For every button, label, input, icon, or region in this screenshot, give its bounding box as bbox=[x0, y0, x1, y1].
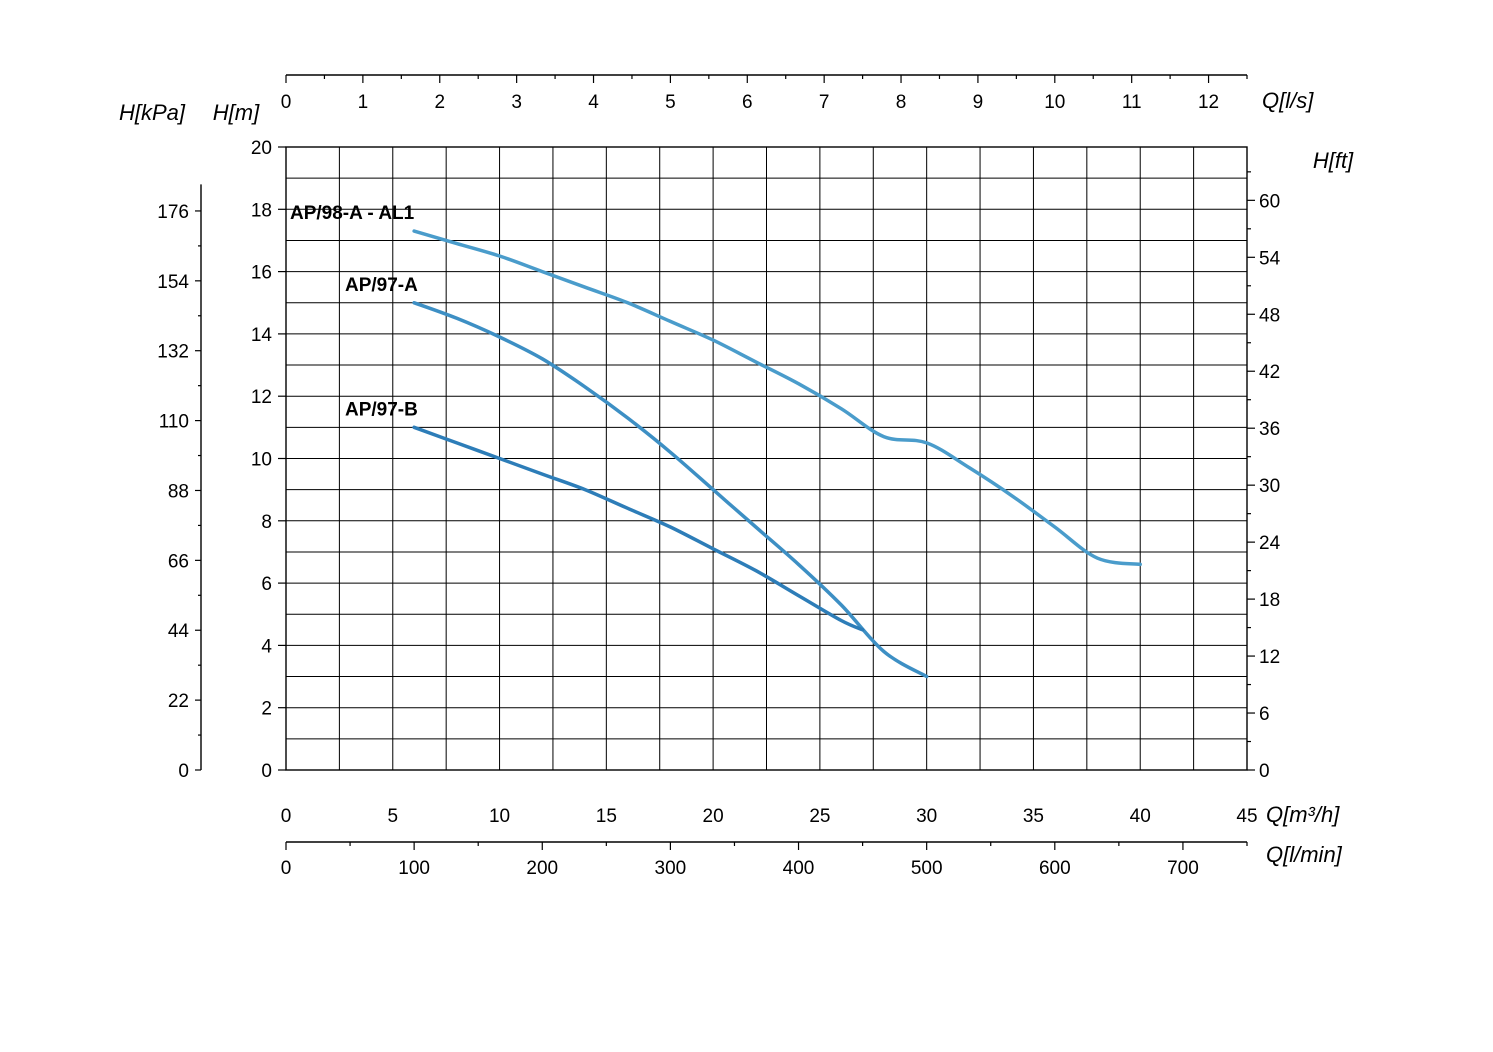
y-m-tick-label: 16 bbox=[251, 263, 272, 284]
series-line-1 bbox=[412, 229, 1142, 567]
y-kpa-tick-label: 176 bbox=[157, 202, 189, 223]
series-line-3 bbox=[412, 425, 865, 632]
y-m-tick-label: 6 bbox=[261, 574, 272, 595]
x-lmin-tick-label: 600 bbox=[1039, 858, 1071, 879]
y-ft-tick-label: 12 bbox=[1259, 647, 1280, 668]
x-ls-tick-label: 4 bbox=[588, 92, 599, 113]
x-m3h-tick-label: 35 bbox=[1023, 806, 1044, 827]
x-m3h-tick-label: 20 bbox=[703, 806, 724, 827]
y-ft-tick-label: 36 bbox=[1259, 419, 1280, 440]
y-ft-tick-label: 54 bbox=[1259, 248, 1281, 269]
y-ft-tick-label: 60 bbox=[1259, 191, 1280, 212]
x-lmin-tick-label: 0 bbox=[281, 858, 292, 879]
axes: 0246810121416182002244668811013215417606… bbox=[157, 74, 1281, 879]
x-ls-tick-label: 10 bbox=[1044, 92, 1065, 113]
y-ft-tick-label: 24 bbox=[1259, 533, 1281, 554]
x-ls-tick-label: 5 bbox=[665, 92, 676, 113]
y-ft-tick-label: 6 bbox=[1259, 704, 1270, 725]
x-ls-tick-label: 7 bbox=[819, 92, 830, 113]
x-lmin-tick-label: 400 bbox=[783, 858, 815, 879]
y-kpa-tick-label: 88 bbox=[168, 481, 189, 502]
series-line-2 bbox=[412, 301, 929, 679]
series-label-2: AP/97-A bbox=[345, 275, 418, 296]
x-ls-tick-label: 8 bbox=[896, 92, 907, 113]
x-lmin-tick-label: 700 bbox=[1167, 858, 1199, 879]
x-lmin-tick-label: 300 bbox=[655, 858, 687, 879]
grid bbox=[285, 146, 1248, 771]
y-m-tick-label: 4 bbox=[261, 636, 272, 657]
x-ls-tick-label: 6 bbox=[742, 92, 753, 113]
y-kpa-tick-label: 132 bbox=[157, 342, 189, 363]
y-kpa-tick-label: 0 bbox=[178, 761, 189, 782]
x-lmin-tick-label: 100 bbox=[398, 858, 430, 879]
y-m-tick-label: 18 bbox=[251, 200, 272, 221]
x-ls-tick-label: 3 bbox=[511, 92, 522, 113]
x-lmin-tick-label: 200 bbox=[526, 858, 558, 879]
y-m-tick-label: 0 bbox=[261, 761, 272, 782]
x-m3h-tick-label: 5 bbox=[387, 806, 398, 827]
y-m-tick-label: 12 bbox=[251, 387, 272, 408]
y-ft-tick-label: 18 bbox=[1259, 590, 1280, 611]
x-m3h-tick-label: 0 bbox=[281, 806, 292, 827]
x-ls-tick-label: 11 bbox=[1122, 92, 1142, 113]
y-m-tick-label: 14 bbox=[251, 325, 273, 346]
y-m-axis-label: H[m] bbox=[213, 100, 260, 125]
x-ls-axis-label: Q[l/s] bbox=[1262, 88, 1314, 113]
x-m3h-tick-label: 25 bbox=[809, 806, 830, 827]
y-m-tick-label: 10 bbox=[251, 450, 272, 471]
series-label-1: AP/98-A - AL1 bbox=[290, 203, 415, 224]
labels: H[m] H[kPa] H[ft] Q[m³/h] Q[l/s] Q[l/min] AP/9… bbox=[119, 88, 1354, 867]
x-m3h-tick-label: 15 bbox=[596, 806, 617, 827]
series-layer bbox=[412, 229, 1142, 679]
x-ls-tick-label: 2 bbox=[434, 92, 445, 113]
y-m-tick-label: 20 bbox=[251, 138, 272, 159]
x-ls-tick-label: 12 bbox=[1198, 92, 1219, 113]
y-ft-tick-label: 0 bbox=[1259, 761, 1270, 782]
x-ls-tick-label: 1 bbox=[358, 92, 369, 113]
y-ft-tick-label: 30 bbox=[1259, 476, 1280, 497]
x-m3h-axis-label: Q[m³/h] bbox=[1266, 802, 1340, 827]
x-lmin-axis-label: Q[l/min] bbox=[1266, 842, 1343, 867]
x-lmin-tick-label: 500 bbox=[911, 858, 943, 879]
y-kpa-tick-label: 22 bbox=[168, 691, 189, 712]
x-m3h-tick-label: 30 bbox=[916, 806, 937, 827]
y-kpa-tick-label: 110 bbox=[159, 412, 189, 433]
x-ls-tick-label: 9 bbox=[973, 92, 984, 113]
series-label-3: AP/97-B bbox=[345, 399, 418, 420]
x-m3h-tick-label: 45 bbox=[1236, 806, 1257, 827]
y-ft-axis-label: H[ft] bbox=[1313, 148, 1354, 173]
x-m3h-tick-label: 40 bbox=[1130, 806, 1151, 827]
y-ft-tick-label: 42 bbox=[1259, 362, 1280, 383]
y-kpa-axis-label: H[kPa] bbox=[119, 100, 186, 125]
x-ls-tick-label: 0 bbox=[281, 92, 292, 113]
y-ft-tick-label: 48 bbox=[1259, 305, 1280, 326]
y-kpa-tick-label: 44 bbox=[168, 621, 190, 642]
y-m-tick-label: 2 bbox=[261, 699, 272, 720]
y-m-tick-label: 8 bbox=[261, 512, 272, 533]
x-m3h-tick-label: 10 bbox=[489, 806, 510, 827]
y-kpa-tick-label: 66 bbox=[168, 551, 189, 572]
y-kpa-tick-label: 154 bbox=[157, 272, 189, 293]
